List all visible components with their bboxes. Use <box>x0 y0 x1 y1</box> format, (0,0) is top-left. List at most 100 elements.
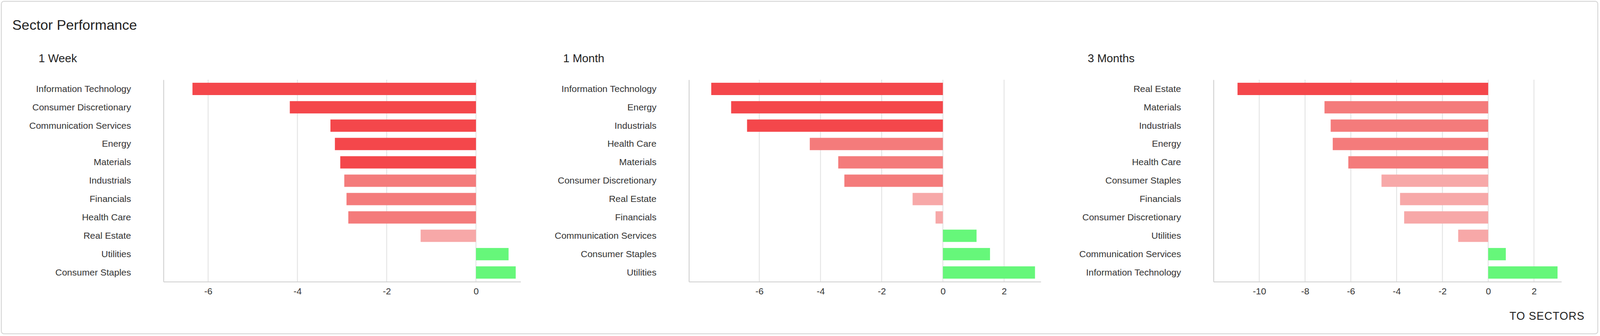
bar <box>346 192 476 206</box>
y-tick: Information Technology <box>35 83 164 94</box>
y-tick-label: Industrials <box>1138 120 1182 131</box>
y-tick: Utilities <box>626 267 689 278</box>
y-tick: Consumer Discretionary <box>1082 212 1214 223</box>
y-tick: Financials <box>614 212 689 223</box>
bar <box>192 82 476 96</box>
x-tick: 0 <box>940 281 946 297</box>
x-tick-label: -10 <box>1252 286 1267 297</box>
x-axis: -10-8-6-4-202 <box>1213 281 1562 297</box>
y-tick: Communication Services <box>554 230 689 241</box>
page-title: Sector Performance <box>12 17 138 33</box>
y-tick-label: Industrials <box>88 175 132 186</box>
y-tick-label: Health Care <box>1131 156 1182 167</box>
y-tick-label: Consumer Staples <box>580 248 657 259</box>
bar <box>1400 192 1489 206</box>
y-tick-label: Health Care <box>607 138 657 149</box>
y-tick-label: Consumer Discretionary <box>1082 212 1182 223</box>
x-axis-line <box>1213 281 1562 283</box>
x-axis: -6-4-20 <box>163 281 522 297</box>
bar <box>1330 119 1488 132</box>
bar <box>943 266 1036 279</box>
y-tick: Real Estate <box>83 230 164 241</box>
bar <box>943 229 977 242</box>
bar <box>475 248 509 261</box>
x-tick: -8 <box>1301 281 1310 297</box>
grid-line <box>1003 79 1005 282</box>
x-tick: 2 <box>1001 281 1008 297</box>
chart: 3 Months-10-8-6-4-202Real EstateMaterial… <box>1079 51 1562 297</box>
x-tick: -2 <box>1438 281 1448 297</box>
x-tick-label: -2 <box>1438 286 1448 297</box>
bar <box>1237 82 1489 96</box>
bar <box>344 174 477 187</box>
y-tick-label: Utilities <box>1151 230 1182 241</box>
bar <box>420 229 476 242</box>
y-tick: Financials <box>1139 193 1214 204</box>
bar <box>334 138 476 151</box>
chart: 1 Week-6-4-20Information TechnologyConsu… <box>29 51 522 297</box>
bars <box>192 82 516 279</box>
y-tick: Health Care <box>1131 156 1214 167</box>
x-tick: -4 <box>816 281 825 297</box>
x-tick-label: 0 <box>473 286 479 297</box>
y-axis: Information TechnologyEnergyIndustrialsH… <box>554 80 690 283</box>
grid-line <box>1304 79 1306 282</box>
y-tick: Materials <box>619 156 689 167</box>
chart: 1 Month-6-4-202Information TechnologyEne… <box>554 51 1042 297</box>
bar <box>1381 174 1488 187</box>
y-tick: Information Technology <box>561 83 689 94</box>
y-axis-line <box>1213 80 1215 283</box>
x-tick-label: 2 <box>1001 286 1008 297</box>
y-tick: Industrials <box>614 120 689 131</box>
y-tick: Energy <box>1151 138 1214 149</box>
y-tick-label: Communication Services <box>29 120 132 131</box>
y-tick: Consumer Staples <box>580 248 689 259</box>
y-tick: Utilities <box>101 248 164 259</box>
x-tick-label: -6 <box>755 286 764 297</box>
y-tick-label: Utilities <box>101 248 132 259</box>
page: Sector PerformanceTO SECTORS1 Week-6-4-2… <box>0 0 1600 336</box>
x-tick: -6 <box>1347 281 1356 297</box>
bar <box>912 192 943 206</box>
y-tick: Real Estate <box>608 193 689 204</box>
bar <box>289 101 476 114</box>
y-tick: Consumer Staples <box>1105 175 1214 186</box>
y-tick-label: Materials <box>1143 102 1182 113</box>
x-tick: -10 <box>1252 281 1267 297</box>
y-tick-label: Information Technology <box>1085 267 1182 278</box>
x-axis-line <box>689 281 1042 283</box>
x-tick: -6 <box>204 281 213 297</box>
bar <box>730 101 943 114</box>
bar <box>1348 156 1489 169</box>
y-tick: Industrials <box>88 175 164 186</box>
y-tick: Real Estate <box>1133 83 1214 94</box>
bar <box>747 119 944 132</box>
bar <box>809 138 944 151</box>
bar <box>1488 266 1558 279</box>
y-tick-label: Health Care <box>81 212 132 223</box>
y-tick-label: Financials <box>1139 193 1182 204</box>
to-sectors-button[interactable]: TO SECTORS <box>1509 309 1585 323</box>
bar <box>330 119 476 132</box>
bar <box>1458 229 1488 242</box>
y-axis-line <box>163 80 165 283</box>
y-tick-label: Communication Services <box>554 230 657 241</box>
grid-line <box>1258 79 1260 282</box>
bar <box>711 82 944 96</box>
y-tick: Consumer Discretionary <box>32 102 164 113</box>
y-tick-label: Consumer Discretionary <box>557 175 657 186</box>
y-tick-label: Consumer Discretionary <box>32 102 132 113</box>
bar <box>943 248 991 261</box>
y-tick-label: Consumer Staples <box>55 267 132 278</box>
y-tick-label: Real Estate <box>83 230 132 241</box>
y-tick: Financials <box>89 193 164 204</box>
x-tick: 0 <box>473 281 479 297</box>
card <box>1 1 1598 334</box>
bar <box>838 156 944 169</box>
y-tick-label: Financials <box>89 193 132 204</box>
bar <box>1324 101 1488 114</box>
bar <box>935 211 944 224</box>
y-tick-label: Information Technology <box>561 83 657 94</box>
x-tick-label: -2 <box>383 286 392 297</box>
y-tick: Health Care <box>81 212 164 223</box>
